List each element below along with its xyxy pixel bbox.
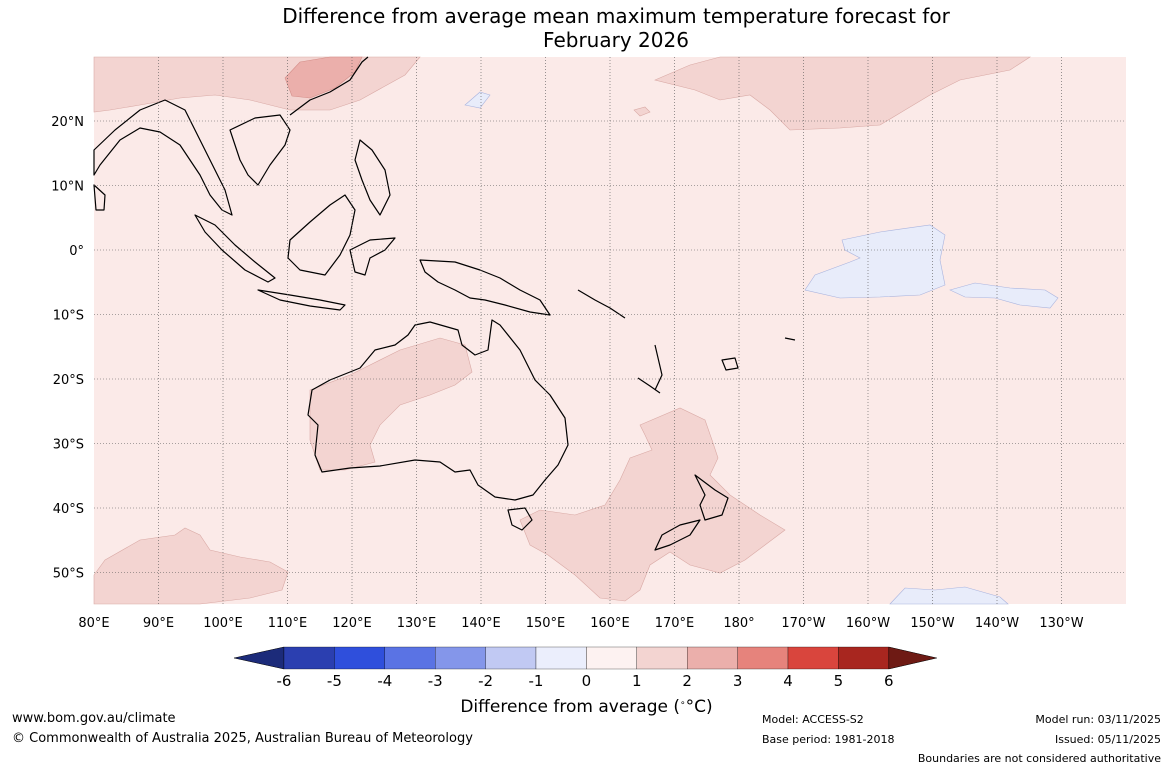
colorbar-title: Difference from average (∘°C) <box>460 697 713 717</box>
latitude-labels: 20°N 10°N 0° 10°S 20°S 30°S 40°S 50°S <box>51 115 84 582</box>
indochina-coastline <box>229 114 291 186</box>
longitude-label: 170°E <box>655 616 695 631</box>
longitude-label: 130°W <box>1039 616 1083 631</box>
colorbar-tick-label: -3 <box>428 672 443 690</box>
colorbar <box>233 646 937 670</box>
longitude-label: 90°E <box>143 616 174 631</box>
longitude-label: 160°E <box>590 616 630 631</box>
colorbar-tick-label: -2 <box>478 672 493 690</box>
latitude-label: 20°S <box>53 373 84 388</box>
website-url[interactable]: www.bom.gov.au/climate <box>12 711 176 726</box>
warm-region-southern-ocean <box>93 527 289 605</box>
colorbar-tick-labels: -6 -5 -4 -3 -2 -1 0 1 2 3 4 5 6 <box>277 672 894 690</box>
model-name: Model: ACCESS-S2 <box>762 713 864 726</box>
sri-lanka <box>93 184 106 211</box>
longitude-label: 180° <box>723 616 754 631</box>
colorbar-segment <box>586 646 637 670</box>
colorbar-segment <box>384 646 436 670</box>
latitude-label: 50°S <box>53 567 84 582</box>
colorbar-segment <box>737 646 789 670</box>
new-caledonia <box>637 377 661 394</box>
solomon-islands <box>577 289 626 319</box>
colorbar-title-text: Difference from average ( <box>460 697 680 717</box>
colorbar-tick-label: 3 <box>733 672 743 690</box>
colorbar-extend-low <box>233 646 285 670</box>
tasmania-coastline <box>507 507 533 531</box>
new-guinea-coastline <box>419 259 551 316</box>
longitude-label: 150°W <box>910 616 954 631</box>
colorbar-segment <box>283 646 335 670</box>
forecast-map: 80°E 90°E 100°E 110°E 120°E 130°E 140°E 150°E 16… <box>51 56 1126 690</box>
colorbar-extend-high <box>888 646 937 670</box>
title-line-2: February 2026 <box>543 28 689 52</box>
colorbar-segment <box>485 646 537 670</box>
longitude-label: 120°E <box>332 616 372 631</box>
vanuatu-fiji <box>654 337 796 391</box>
longitude-label: 140°W <box>975 616 1019 631</box>
colorbar-tick-label: 6 <box>884 672 894 690</box>
latitude-label: 0° <box>69 244 84 259</box>
colorbar-tick-label: 2 <box>682 672 692 690</box>
colorbar-segment <box>334 646 385 670</box>
longitude-labels: 80°E 90°E 100°E 110°E 120°E 130°E 140°E 150°E 16… <box>78 616 1083 631</box>
colorbar-segment <box>687 646 738 670</box>
longitude-label: 130°E <box>397 616 437 631</box>
mainland-asia-coastline <box>93 99 233 216</box>
warm-region-tasman <box>519 407 786 602</box>
title-line-1: Difference from average mean maximum tem… <box>282 4 950 28</box>
latitude-label: 10°S <box>53 309 84 324</box>
cool-region-east-pacific <box>949 282 1059 309</box>
sulawesi-coastline <box>349 237 396 276</box>
philippines-coastline <box>354 139 391 216</box>
sumatra-coastline <box>194 214 276 283</box>
cool-anomaly-regions <box>464 91 1059 605</box>
china-coast <box>289 56 369 116</box>
latitude-label: 20°N <box>51 115 84 130</box>
colorbar-tick-label: -1 <box>529 672 544 690</box>
borneo-coastline <box>287 194 356 276</box>
colorbar-segment <box>535 646 587 670</box>
colorbar-segment <box>636 646 688 670</box>
copyright-notice: © Commonwealth of Australia 2025, Austra… <box>12 731 473 746</box>
colorbar-tick-label: 5 <box>834 672 844 690</box>
chart-title: Difference from average mean maximum tem… <box>0 4 1173 52</box>
colorbar-segment <box>838 646 889 670</box>
colorbar-segment <box>435 646 486 670</box>
latitude-label: 10°N <box>51 180 84 195</box>
colorbar-tick-label: -5 <box>327 672 342 690</box>
colorbar-title-unit: °C) <box>685 697 713 717</box>
warm-region-small-nw-pacific <box>633 106 651 117</box>
colorbar-tick-label: 1 <box>632 672 642 690</box>
new-zealand-north <box>694 474 729 521</box>
coastlines <box>93 56 796 551</box>
colorbar-tick-label: 0 <box>582 672 592 690</box>
model-run-date: Model run: 03/11/2025 <box>1035 713 1161 726</box>
cool-region-philippine-sea <box>464 91 491 109</box>
warm-region-north-pacific <box>654 56 1032 131</box>
longitude-label: 140°E <box>461 616 501 631</box>
colorbar-tick-label: 4 <box>783 672 793 690</box>
longitude-label: 170°W <box>781 616 825 631</box>
issued-date: Issued: 05/11/2025 <box>1054 733 1161 746</box>
java-coastline <box>257 289 346 311</box>
colorbar-segment <box>787 646 839 670</box>
cool-region-south-pacific <box>889 586 1009 605</box>
australia-coastline <box>307 319 569 501</box>
colorbar-tick-label: -4 <box>377 672 392 690</box>
longitude-label: 80°E <box>78 616 109 631</box>
base-period: Base period: 1981-2018 <box>762 733 895 746</box>
cool-region-central-pacific <box>804 224 946 299</box>
latitude-label: 40°S <box>53 502 84 517</box>
new-zealand-south <box>654 519 701 551</box>
longitude-label: 160°W <box>846 616 890 631</box>
longitude-label: 100°E <box>203 616 243 631</box>
graticule <box>94 57 1126 604</box>
colorbar-tick-label: -6 <box>277 672 292 690</box>
latitude-label: 30°S <box>53 438 84 453</box>
longitude-label: 150°E <box>526 616 566 631</box>
boundaries-disclaimer: Boundaries are not considered authoritat… <box>917 752 1161 765</box>
longitude-label: 110°E <box>268 616 308 631</box>
